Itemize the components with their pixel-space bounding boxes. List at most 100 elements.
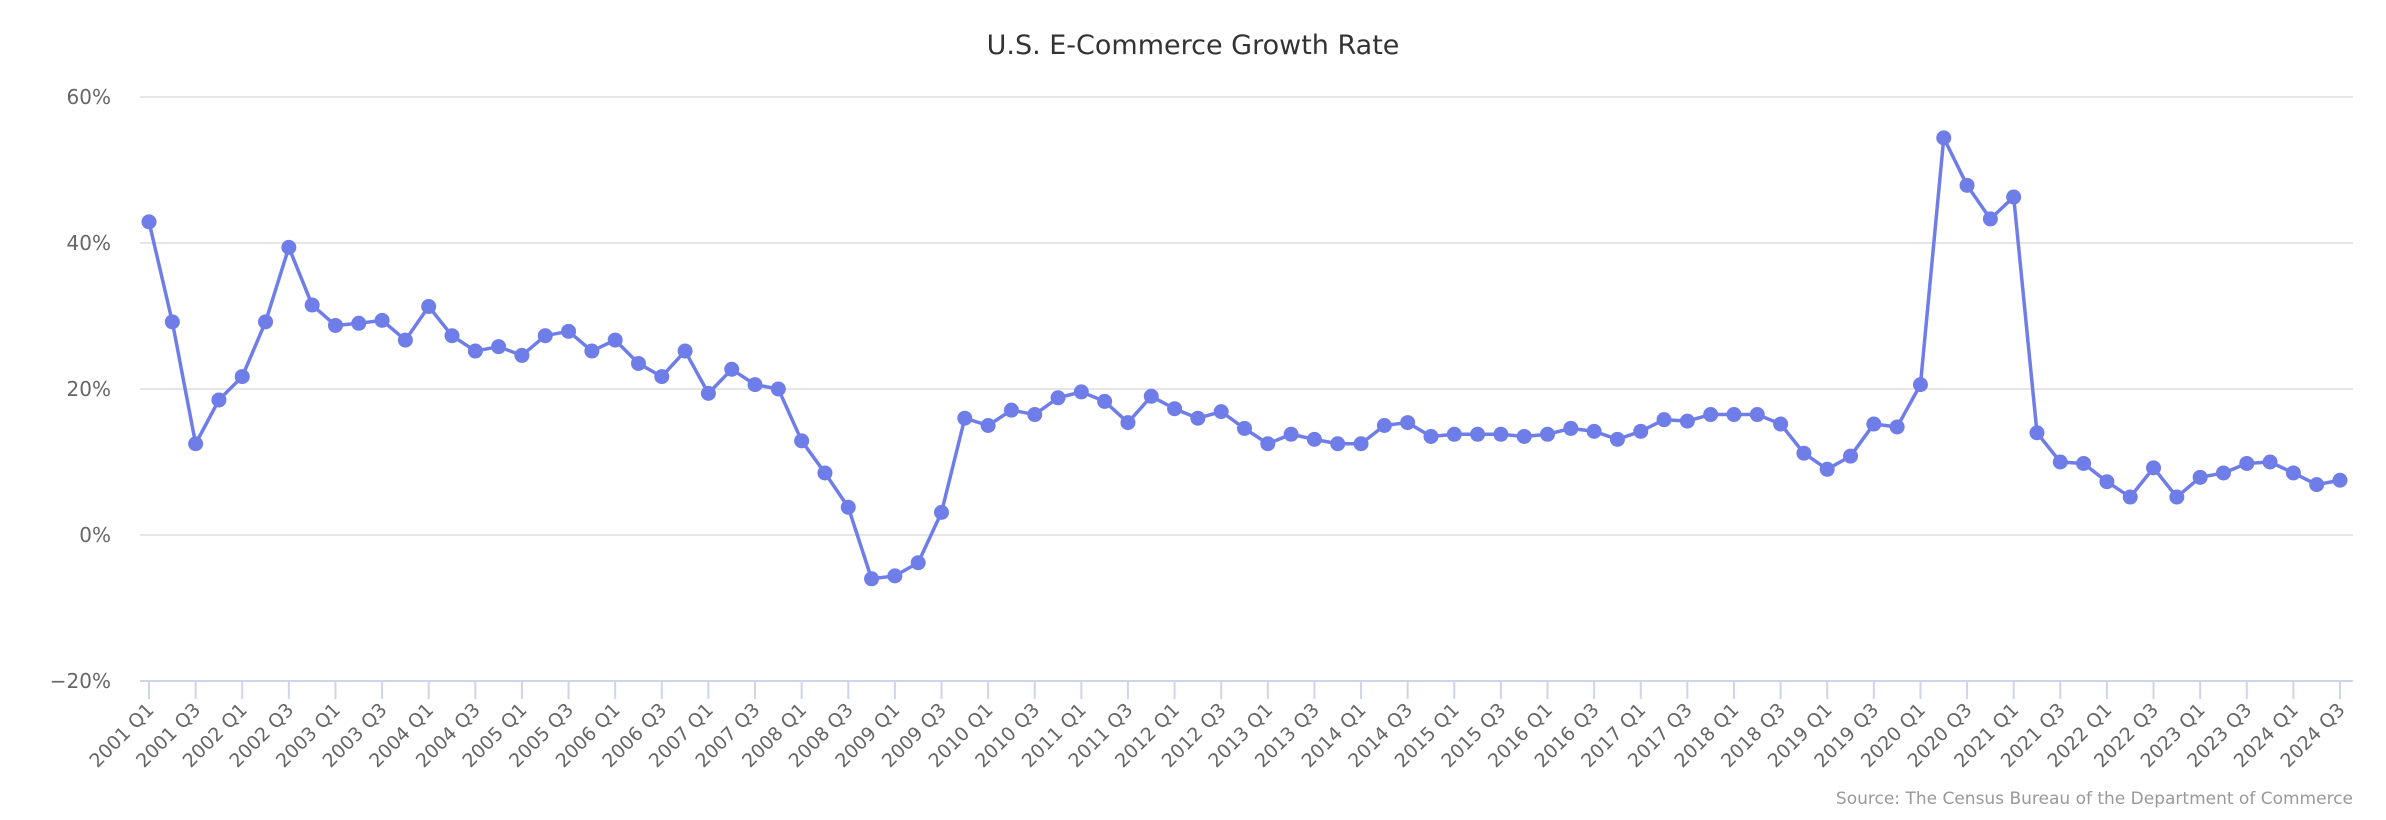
data-point[interactable] xyxy=(1027,407,1043,423)
data-point[interactable] xyxy=(1936,130,1952,146)
data-point[interactable] xyxy=(1516,428,1532,444)
data-point[interactable] xyxy=(654,369,670,385)
data-point[interactable] xyxy=(1726,407,1742,423)
data-point[interactable] xyxy=(1749,407,1765,423)
data-point[interactable] xyxy=(794,433,810,449)
data-point[interactable] xyxy=(467,343,483,359)
data-point[interactable] xyxy=(1213,404,1229,420)
data-point[interactable] xyxy=(1400,415,1416,431)
data-point[interactable] xyxy=(2332,472,2348,488)
data-point[interactable] xyxy=(421,299,437,315)
data-point[interactable] xyxy=(1982,211,1998,227)
data-point[interactable] xyxy=(1446,426,1462,442)
data-point[interactable] xyxy=(2029,425,2045,441)
data-point[interactable] xyxy=(234,369,250,385)
data-point[interactable] xyxy=(1143,388,1159,404)
data-point[interactable] xyxy=(258,314,274,330)
data-point[interactable] xyxy=(1796,445,1812,461)
y-tick-label: 40% xyxy=(67,231,111,255)
series-growth-rate xyxy=(141,130,2348,587)
data-point[interactable] xyxy=(933,504,949,520)
data-point[interactable] xyxy=(327,317,343,333)
data-point[interactable] xyxy=(2076,455,2092,471)
data-point[interactable] xyxy=(491,339,507,355)
data-point[interactable] xyxy=(1493,426,1509,442)
data-point[interactable] xyxy=(351,315,367,331)
data-point[interactable] xyxy=(1889,419,1905,435)
data-point[interactable] xyxy=(1376,418,1392,433)
data-point[interactable] xyxy=(164,314,180,330)
data-point[interactable] xyxy=(1540,426,1556,442)
data-point[interactable] xyxy=(1190,410,1206,426)
data-point[interactable] xyxy=(1097,393,1113,409)
data-point[interactable] xyxy=(2215,465,2231,481)
data-point[interactable] xyxy=(910,555,926,571)
data-point[interactable] xyxy=(957,410,973,426)
data-point[interactable] xyxy=(1586,423,1602,439)
data-point[interactable] xyxy=(1959,177,1975,193)
data-point[interactable] xyxy=(2169,489,2185,505)
data-point[interactable] xyxy=(1167,401,1183,417)
y-tick-label: 0% xyxy=(79,523,111,547)
data-point[interactable] xyxy=(607,332,623,348)
data-point[interactable] xyxy=(1679,413,1695,429)
data-point[interactable] xyxy=(1609,431,1625,447)
data-point[interactable] xyxy=(1912,377,1928,393)
credits[interactable]: Source: The Census Bureau of the Departm… xyxy=(1836,789,2353,809)
data-point[interactable] xyxy=(2146,460,2162,476)
data-point[interactable] xyxy=(1819,461,1835,477)
data-point[interactable] xyxy=(1353,436,1369,452)
data-point[interactable] xyxy=(1283,426,1299,442)
data-point[interactable] xyxy=(1703,407,1719,423)
data-point[interactable] xyxy=(397,332,413,348)
data-point[interactable] xyxy=(2052,454,2068,470)
data-point[interactable] xyxy=(677,343,693,359)
data-point[interactable] xyxy=(374,312,390,328)
data-point[interactable] xyxy=(537,328,553,344)
data-point[interactable] xyxy=(2309,477,2325,493)
data-point[interactable] xyxy=(561,323,577,339)
data-point[interactable] xyxy=(304,297,320,313)
data-point[interactable] xyxy=(1237,420,1252,436)
data-point[interactable] xyxy=(724,361,740,377)
data-point[interactable] xyxy=(840,499,856,515)
data-point[interactable] xyxy=(2262,454,2278,470)
data-point[interactable] xyxy=(887,568,903,584)
data-point[interactable] xyxy=(700,385,716,401)
data-point[interactable] xyxy=(630,355,646,371)
data-point[interactable] xyxy=(1656,412,1672,428)
data-point[interactable] xyxy=(747,377,763,393)
data-point[interactable] xyxy=(1423,428,1439,444)
data-point[interactable] xyxy=(864,571,880,587)
data-point[interactable] xyxy=(1073,384,1089,400)
data-point[interactable] xyxy=(2285,465,2301,481)
data-point[interactable] xyxy=(2239,455,2255,471)
data-point[interactable] xyxy=(514,347,530,363)
data-point[interactable] xyxy=(1866,416,1882,432)
data-point[interactable] xyxy=(1260,436,1276,452)
data-point[interactable] xyxy=(1633,423,1649,439)
y-tick-label: 20% xyxy=(67,377,111,401)
data-point[interactable] xyxy=(1050,390,1066,406)
data-point[interactable] xyxy=(281,239,297,255)
data-point[interactable] xyxy=(2192,469,2208,485)
data-point[interactable] xyxy=(1773,416,1789,432)
data-point[interactable] xyxy=(1563,420,1579,436)
data-point[interactable] xyxy=(584,343,600,359)
data-point[interactable] xyxy=(141,214,157,230)
data-point[interactable] xyxy=(2099,474,2115,490)
data-point[interactable] xyxy=(770,381,786,397)
data-point[interactable] xyxy=(2006,189,2022,205)
data-point[interactable] xyxy=(1330,436,1346,452)
data-point[interactable] xyxy=(2122,489,2138,505)
data-point[interactable] xyxy=(1843,448,1859,464)
data-point[interactable] xyxy=(1306,431,1322,447)
data-point[interactable] xyxy=(1003,402,1019,418)
data-point[interactable] xyxy=(444,328,460,344)
data-point[interactable] xyxy=(1470,426,1486,442)
data-point[interactable] xyxy=(188,436,204,452)
data-point[interactable] xyxy=(1120,415,1136,431)
data-point[interactable] xyxy=(817,465,833,481)
data-point[interactable] xyxy=(211,392,227,408)
data-point[interactable] xyxy=(980,418,996,433)
